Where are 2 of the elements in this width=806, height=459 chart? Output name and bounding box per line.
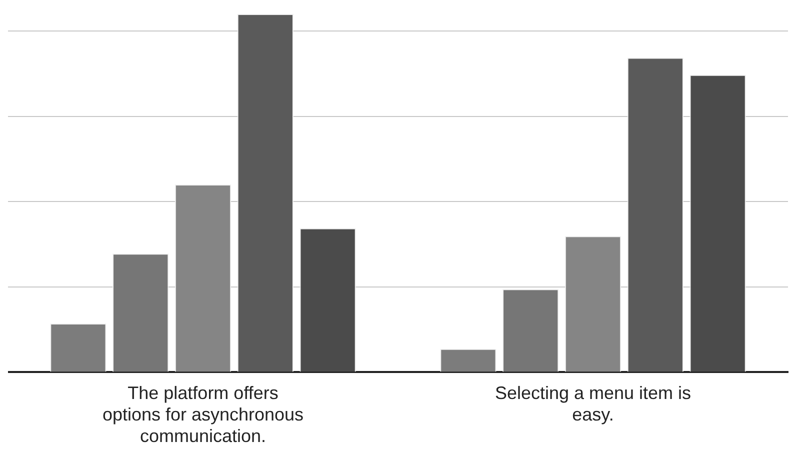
x-tick-label: The platform offers options for asynchronous communication.	[102, 382, 304, 446]
x-tick-label: Selecting a menu item is easy.	[494, 382, 692, 425]
